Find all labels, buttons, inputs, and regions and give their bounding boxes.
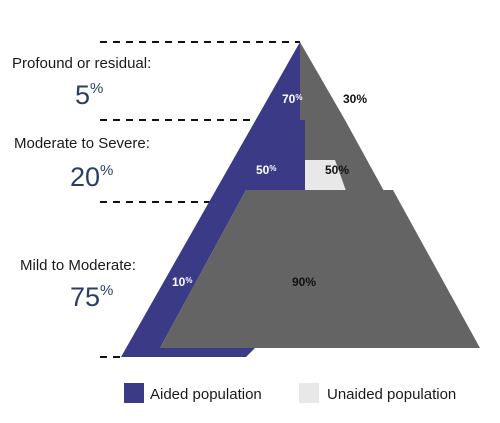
unaided-percent-profound: 30% [343, 92, 367, 106]
aided-percent-moderate-severe: 50% [256, 163, 276, 177]
legend-label-unaided: Unaided population [327, 386, 456, 403]
unaided-percent-mild-moderate: 90% [292, 275, 316, 289]
legend-label-aided: Aided population [150, 386, 262, 403]
unaided-middle-dark-region [305, 120, 390, 202]
aided-region [121, 42, 305, 357]
level-label-mild-moderate: Mild to Moderate: [20, 257, 136, 274]
population-percent-profound: 5% [75, 80, 103, 110]
unaided-top-region [300, 42, 345, 120]
unaided-bottom-region [160, 190, 480, 348]
population-percent-mild-moderate: 75% [70, 282, 113, 312]
level-label-profound: Profound or residual: [12, 55, 151, 72]
legend: Aided population Unaided population [124, 383, 456, 403]
aided-percent-mild-moderate: 10% [172, 275, 192, 289]
unaided-percent-moderate-severe: 50% [325, 163, 349, 177]
legend-swatch-unaided [299, 383, 319, 403]
aided-percent-profound: 70% [282, 92, 302, 106]
population-percent-moderate-severe: 20% [70, 162, 113, 192]
level-label-moderate-severe: Moderate to Severe: [14, 135, 150, 152]
legend-swatch-aided [124, 383, 144, 403]
